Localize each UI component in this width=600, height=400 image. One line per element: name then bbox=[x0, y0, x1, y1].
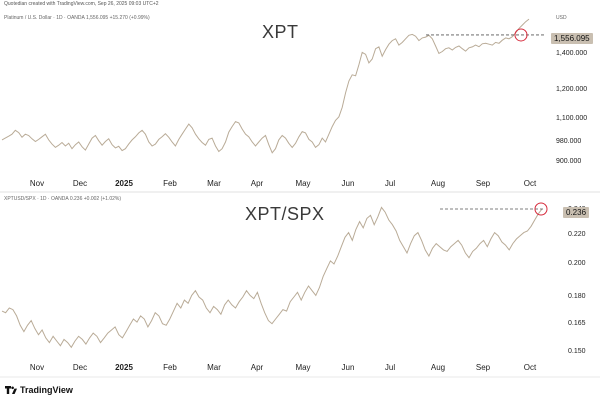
top-x-tick-label: Feb bbox=[163, 179, 177, 188]
tradingview-logo: TradingView bbox=[5, 385, 73, 395]
bottom-y-tick-label: 0.200 bbox=[568, 260, 586, 267]
top-x-tick-label: Nov bbox=[30, 179, 44, 188]
bottom-x-tick-label: Apr bbox=[251, 363, 264, 372]
top-last-value-badge: 1,556.095 bbox=[551, 33, 593, 44]
top-x-tick-label: Aug bbox=[431, 179, 445, 188]
bottom-x-tick-label: Jun bbox=[342, 363, 355, 372]
top-y-tick-label: 1,100.000 bbox=[556, 115, 587, 122]
top-x-tick-label: 2025 bbox=[115, 179, 133, 188]
top-x-tick-label: Apr bbox=[251, 179, 264, 188]
top-x-tick-label: Dec bbox=[73, 179, 87, 188]
bottom-x-tick-label: Oct bbox=[524, 363, 537, 372]
bottom-y-tick-label: 0.180 bbox=[568, 293, 586, 300]
top-y-tick-label: 980.000 bbox=[556, 138, 581, 145]
bottom-x-tick-label: 2025 bbox=[115, 363, 133, 372]
top-currency-label: USD bbox=[556, 15, 567, 21]
bottom-last-value-badge: 0.236 bbox=[563, 207, 590, 218]
top-x-tick-label: Oct bbox=[524, 179, 537, 188]
credit-text: Quotedian created with TradingView.com, … bbox=[4, 1, 159, 7]
top-breakout-circle bbox=[514, 28, 528, 42]
bottom-y-tick-label: 0.220 bbox=[568, 231, 586, 238]
tradingview-logo-icon bbox=[5, 386, 17, 394]
top-y-tick-label: 1,400.000 bbox=[556, 50, 587, 57]
bottom-y-tick-label: 0.150 bbox=[568, 348, 586, 355]
bottom-x-tick-label: Dec bbox=[73, 363, 87, 372]
top-x-tick-label: Jul bbox=[385, 179, 395, 188]
top-y-tick-label: 1,200.000 bbox=[556, 86, 587, 93]
bottom-series-line bbox=[1, 206, 543, 349]
top-series-line bbox=[1, 18, 530, 154]
bottom-x-tick-label: Aug bbox=[431, 363, 445, 372]
top-legend: Platinum / U.S. Dollar · 1D · OANDA 1,55… bbox=[4, 15, 150, 21]
bottom-x-tick-label: Jul bbox=[385, 363, 395, 372]
top-y-tick-label: 900.000 bbox=[556, 158, 581, 165]
top-x-tick-label: Sep bbox=[476, 179, 491, 188]
top-x-tick-label: Jun bbox=[342, 179, 355, 188]
bottom-y-tick-label: 0.165 bbox=[568, 320, 586, 327]
bottom-x-tick-label: Mar bbox=[207, 363, 221, 372]
top-x-tick-label: Mar bbox=[207, 179, 221, 188]
bottom-chart-title: XPT/SPX bbox=[245, 204, 325, 224]
bottom-x-tick-label: Nov bbox=[30, 363, 44, 372]
bottom-breakout-circle bbox=[534, 202, 548, 216]
bottom-x-tick-label: Feb bbox=[163, 363, 177, 372]
bottom-x-tick-label: Sep bbox=[476, 363, 491, 372]
tradingview-logo-text: TradingView bbox=[20, 385, 73, 395]
bottom-x-tick-label: May bbox=[295, 363, 310, 372]
top-chart-title: XPT bbox=[262, 22, 299, 42]
top-x-tick-label: May bbox=[295, 179, 310, 188]
bottom-legend: XPTUSD/SPX · 1D · OANDA 0.236 +0.002 (+1… bbox=[4, 196, 121, 202]
